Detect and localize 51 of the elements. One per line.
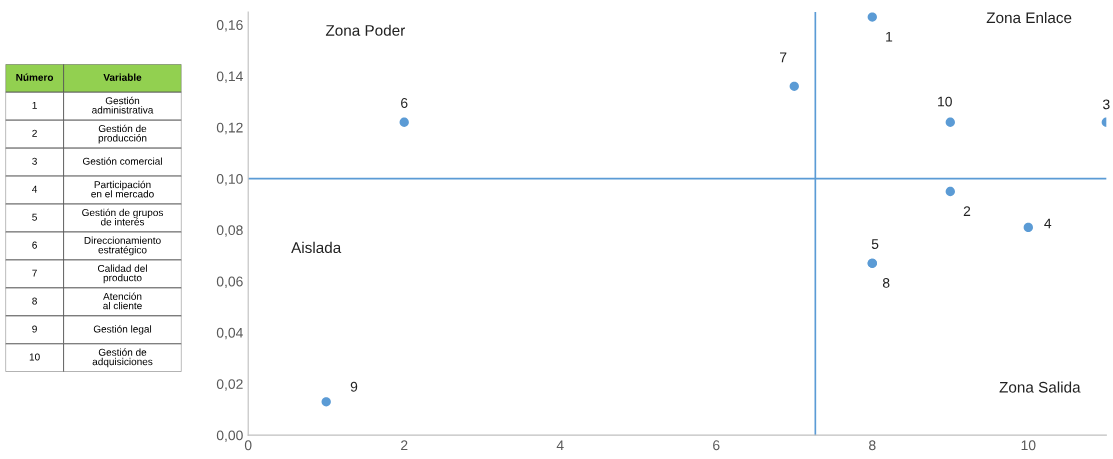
annotation: 7 [780,52,787,63]
y-tick-label: 0,04 [216,327,243,340]
text: Número [16,73,54,81]
annotation: 10 [938,96,952,107]
x-tick-label: 6 [713,440,720,451]
text: 9 [32,325,37,333]
annotation: 3 [1102,99,1110,110]
y-tick-label: 0,14 [216,71,243,83]
text: Gestión legal [93,325,152,335]
y-tick-label: 0,00 [216,430,243,442]
text: Gestión de grupos de interés [82,208,164,226]
y-tick-label: 0,10 [216,173,243,186]
annotation: Aislada [291,241,342,254]
x-tick-label: 0 [244,440,252,451]
text: 10 [29,353,40,361]
x-tick-label: 4 [556,440,564,451]
y-tick-label: 0,06 [216,276,243,289]
annotation: 6 [401,98,408,108]
text: 6 [32,241,37,249]
annotation: 1 [886,31,893,42]
text: 7 [32,269,37,277]
text: 5 [32,213,37,221]
text: 8 [32,297,37,305]
text: Gestión de adquisiciones [92,348,153,368]
annotation: 2 [963,206,971,216]
text: Variable [103,73,142,81]
text: 2 [32,129,37,137]
annotation: 5 [871,239,879,249]
annotation: Zona Poder [325,24,406,36]
y-tick-label: 0,02 [216,379,243,391]
x-tick-label: 8 [869,440,876,451]
y-tick-label: 0,16 [216,20,243,32]
text: Gestión comercial [83,157,162,165]
text: Calidad del producto [98,264,147,284]
annotation: Zona Enlace [986,11,1072,24]
annotation: 8 [882,278,890,288]
x-tick-label: 10 [1021,440,1036,451]
text: 3 [32,157,37,165]
y-tick-label: 0,12 [216,122,243,135]
x-tick-label: 2 [401,440,408,451]
text: 4 [32,185,38,193]
text: 1 [32,101,37,109]
text: Participación en el mercado [91,180,154,198]
y-tick-label: 0,08 [216,225,243,237]
annotation: Zona Salida [999,381,1081,393]
text: Gestión administrativa [92,96,154,114]
annotation: 4 [1044,218,1052,229]
annotation: 9 [350,381,358,392]
text: Atención al cliente [103,292,142,310]
text: Gestión de producción [98,124,147,144]
text: Direccionamiento estratégico [84,236,161,256]
